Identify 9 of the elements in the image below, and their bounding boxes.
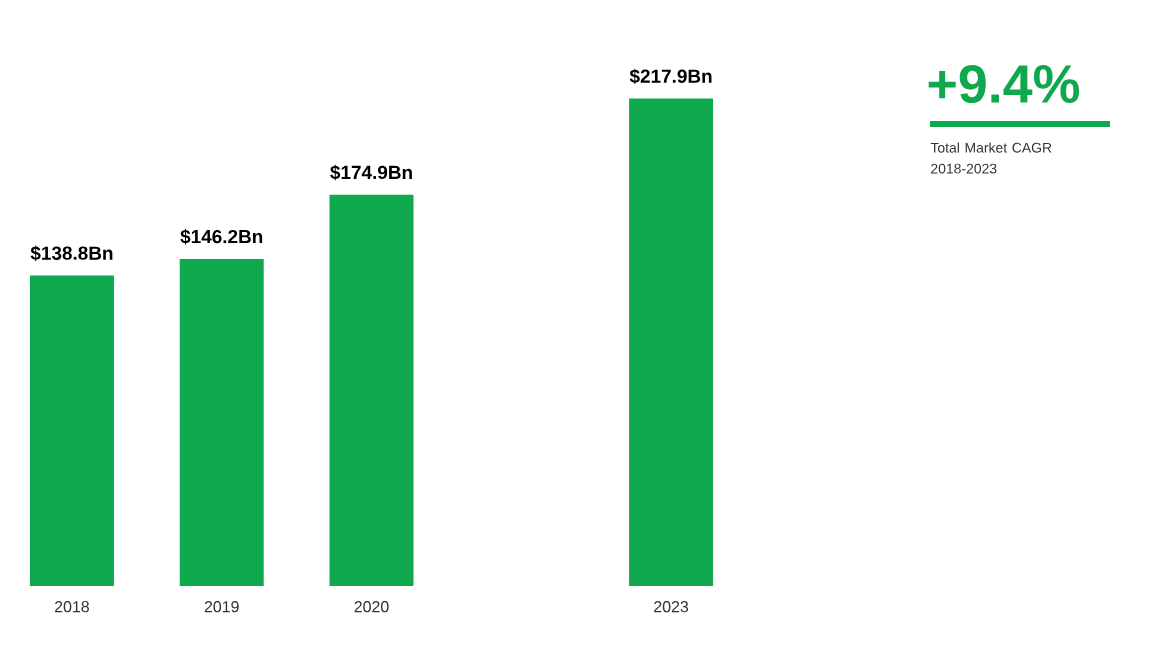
- bar: [629, 98, 714, 586]
- data-label: $146.2Bn: [180, 229, 263, 245]
- data-label: $217.9Bn: [629, 68, 712, 85]
- text: +9.4%: [928, 64, 1080, 104]
- bar: [179, 258, 264, 586]
- data-label: $174.9Bn: [330, 164, 412, 181]
- bar: [329, 194, 414, 586]
- data-label: $138.8Bn: [30, 245, 113, 262]
- bar: [29, 275, 114, 586]
